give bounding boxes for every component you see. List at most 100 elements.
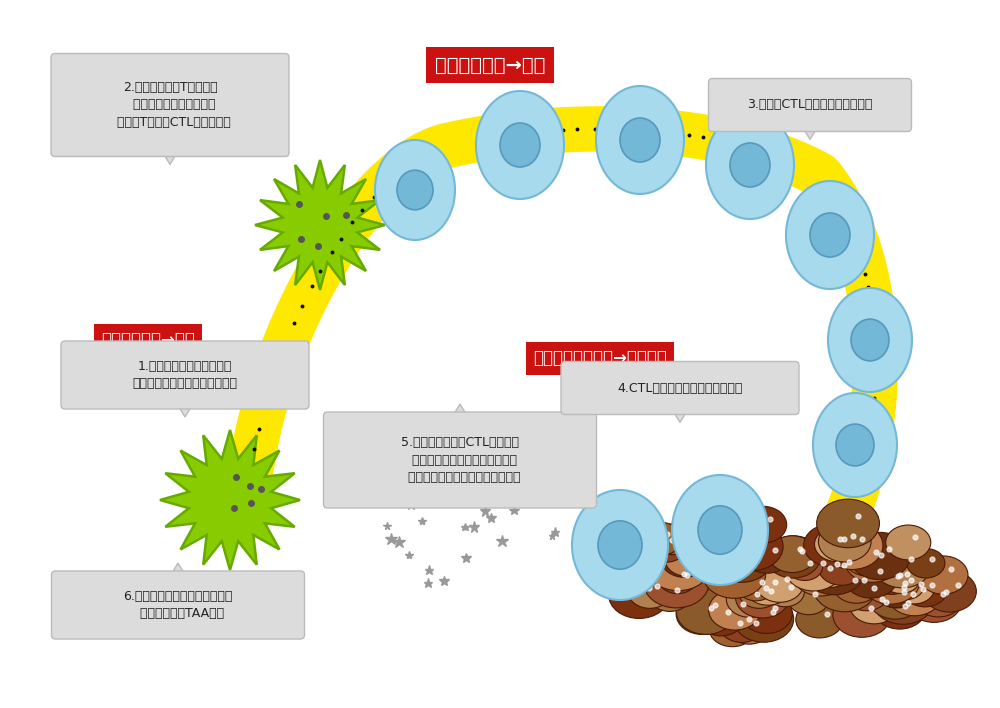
Ellipse shape: [861, 559, 920, 604]
Ellipse shape: [596, 86, 684, 194]
Ellipse shape: [739, 576, 780, 608]
Ellipse shape: [661, 541, 708, 577]
Ellipse shape: [741, 594, 792, 634]
Ellipse shape: [765, 577, 804, 607]
Ellipse shape: [844, 539, 892, 576]
Ellipse shape: [786, 181, 874, 289]
Polygon shape: [255, 160, 385, 290]
Text: 免疫检查点抑制剂→抑制解除: 免疫检查点抑制剂→抑制解除: [533, 349, 667, 367]
Ellipse shape: [375, 140, 455, 240]
Ellipse shape: [828, 288, 912, 392]
Ellipse shape: [705, 505, 755, 543]
FancyBboxPatch shape: [51, 54, 289, 156]
Ellipse shape: [653, 524, 693, 555]
Ellipse shape: [874, 544, 931, 588]
Ellipse shape: [833, 593, 891, 637]
Ellipse shape: [709, 590, 761, 630]
Ellipse shape: [726, 581, 773, 617]
Ellipse shape: [872, 577, 934, 624]
Ellipse shape: [703, 549, 766, 598]
Ellipse shape: [881, 564, 920, 593]
Ellipse shape: [476, 91, 564, 199]
FancyBboxPatch shape: [561, 362, 799, 414]
Ellipse shape: [886, 525, 931, 560]
Ellipse shape: [817, 499, 879, 548]
FancyBboxPatch shape: [708, 79, 912, 132]
Polygon shape: [163, 152, 177, 164]
Polygon shape: [223, 107, 897, 539]
FancyBboxPatch shape: [324, 412, 596, 508]
Ellipse shape: [768, 536, 816, 573]
Ellipse shape: [849, 532, 910, 580]
Ellipse shape: [793, 552, 849, 596]
Ellipse shape: [894, 572, 934, 604]
Ellipse shape: [873, 570, 921, 607]
Ellipse shape: [725, 545, 770, 580]
Ellipse shape: [845, 539, 900, 582]
Text: 1.发现癌细胞的树突状细胞
贪食变异了的抗原，并识别它。: 1.发现癌细胞的树突状细胞 贪食变异了的抗原，并识别它。: [132, 360, 238, 390]
Ellipse shape: [818, 521, 871, 562]
Ellipse shape: [644, 557, 709, 608]
Ellipse shape: [878, 595, 919, 626]
Ellipse shape: [804, 548, 864, 595]
Ellipse shape: [665, 542, 709, 576]
FancyBboxPatch shape: [52, 571, 304, 639]
Text: 免疫细胞疗法→活化: 免疫细胞疗法→活化: [435, 55, 545, 74]
Text: 3.激活的CTL浸润到肿瘤微环境。: 3.激活的CTL浸润到肿瘤微环境。: [747, 98, 873, 111]
Ellipse shape: [876, 576, 918, 608]
Ellipse shape: [843, 575, 889, 611]
Ellipse shape: [903, 573, 947, 607]
Ellipse shape: [620, 118, 660, 162]
Polygon shape: [673, 411, 687, 423]
Ellipse shape: [766, 536, 821, 578]
Ellipse shape: [397, 170, 433, 210]
Ellipse shape: [788, 583, 829, 615]
Ellipse shape: [719, 606, 765, 642]
Text: 免疫细胞疗法→活化: 免疫细胞疗法→活化: [101, 331, 195, 349]
Ellipse shape: [810, 213, 850, 257]
Ellipse shape: [598, 521, 642, 569]
Ellipse shape: [836, 424, 874, 466]
Ellipse shape: [676, 588, 736, 634]
Ellipse shape: [914, 579, 963, 617]
Ellipse shape: [796, 601, 843, 638]
Ellipse shape: [804, 524, 859, 566]
Ellipse shape: [860, 592, 900, 622]
Ellipse shape: [814, 527, 859, 561]
Polygon shape: [160, 430, 300, 570]
Ellipse shape: [885, 569, 925, 600]
Text: 6.凋亡的癌细胞释放出变异抗原
  和相关抗原（TAA）。: 6.凋亡的癌细胞释放出变异抗原 和相关抗原（TAA）。: [123, 590, 233, 620]
Polygon shape: [171, 563, 185, 575]
Ellipse shape: [639, 523, 682, 555]
Ellipse shape: [756, 566, 803, 603]
Text: 2.树突状细胞向T细胞递程
  已经识别了的抗原，诱导
  效应性T细胞（CTL）的活性。: 2.树突状细胞向T细胞递程 已经识别了的抗原，诱导 效应性T细胞（CTL）的活性…: [109, 81, 231, 129]
Ellipse shape: [739, 506, 787, 543]
Ellipse shape: [868, 577, 923, 619]
Ellipse shape: [645, 540, 711, 590]
Ellipse shape: [706, 111, 794, 219]
Ellipse shape: [873, 588, 926, 629]
Ellipse shape: [648, 578, 691, 612]
Ellipse shape: [918, 556, 968, 594]
Ellipse shape: [721, 523, 783, 571]
Text: 4.CTL识别肿瘤细胞后与其结合。: 4.CTL识别肿瘤细胞后与其结合。: [617, 382, 743, 394]
Ellipse shape: [721, 534, 767, 569]
Ellipse shape: [844, 556, 898, 598]
Ellipse shape: [851, 319, 889, 361]
Ellipse shape: [907, 549, 945, 578]
Polygon shape: [178, 405, 192, 417]
Ellipse shape: [500, 123, 540, 167]
Ellipse shape: [745, 569, 791, 605]
Ellipse shape: [787, 553, 823, 581]
Ellipse shape: [737, 572, 775, 601]
Ellipse shape: [833, 567, 880, 603]
Polygon shape: [803, 127, 817, 139]
Ellipse shape: [735, 576, 789, 618]
Ellipse shape: [698, 506, 742, 554]
Ellipse shape: [628, 575, 672, 608]
Ellipse shape: [643, 528, 688, 562]
Ellipse shape: [697, 600, 745, 636]
Ellipse shape: [709, 611, 756, 646]
Polygon shape: [453, 404, 467, 416]
Ellipse shape: [658, 564, 697, 593]
